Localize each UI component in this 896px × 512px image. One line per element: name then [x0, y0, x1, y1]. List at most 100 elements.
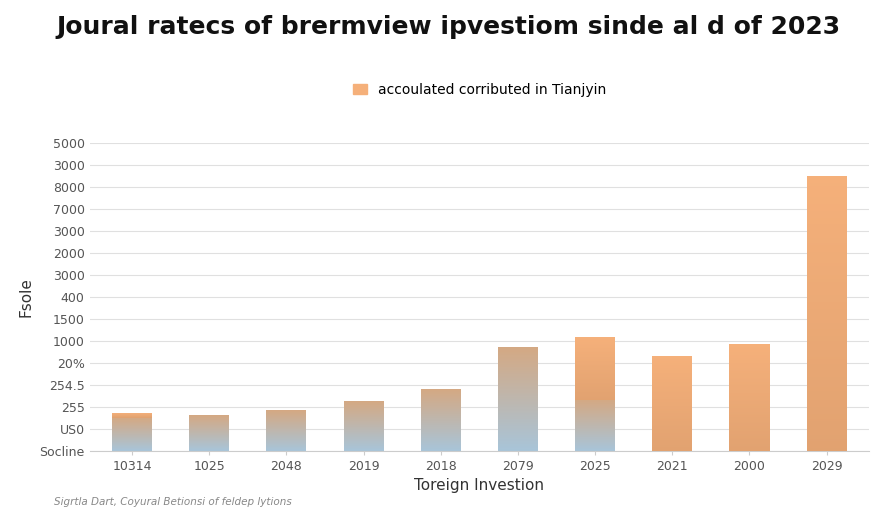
- Bar: [729, 426, 770, 428]
- Bar: [652, 403, 693, 404]
- Bar: [729, 396, 770, 397]
- Bar: [806, 368, 847, 371]
- Bar: [498, 424, 538, 425]
- Bar: [575, 354, 616, 355]
- Bar: [652, 381, 693, 382]
- Bar: [498, 416, 538, 417]
- Bar: [806, 325, 847, 327]
- Bar: [806, 357, 847, 359]
- Bar: [498, 421, 538, 422]
- Bar: [498, 449, 538, 450]
- Bar: [729, 371, 770, 372]
- Bar: [575, 342, 616, 343]
- Bar: [575, 359, 616, 360]
- Bar: [498, 414, 538, 415]
- Bar: [729, 441, 770, 442]
- Bar: [806, 421, 847, 423]
- Bar: [575, 360, 616, 361]
- Bar: [729, 369, 770, 370]
- Bar: [806, 446, 847, 449]
- Bar: [806, 425, 847, 428]
- Bar: [652, 433, 693, 434]
- Bar: [652, 391, 693, 392]
- Bar: [421, 420, 461, 421]
- Bar: [575, 388, 616, 389]
- Bar: [806, 307, 847, 309]
- Bar: [729, 401, 770, 402]
- Bar: [421, 389, 461, 390]
- Bar: [652, 357, 693, 358]
- Bar: [421, 413, 461, 414]
- Bar: [498, 443, 538, 444]
- Bar: [652, 425, 693, 426]
- Bar: [421, 416, 461, 417]
- Bar: [806, 288, 847, 291]
- Bar: [498, 425, 538, 426]
- Bar: [421, 391, 461, 392]
- Bar: [652, 380, 693, 381]
- Bar: [729, 417, 770, 418]
- Bar: [498, 407, 538, 408]
- Bar: [498, 431, 538, 432]
- Bar: [806, 185, 847, 188]
- Bar: [575, 396, 616, 397]
- Bar: [652, 374, 693, 375]
- Bar: [729, 357, 770, 358]
- Bar: [575, 347, 616, 348]
- Bar: [806, 371, 847, 373]
- Bar: [729, 383, 770, 384]
- Bar: [729, 435, 770, 436]
- Bar: [729, 347, 770, 348]
- Bar: [806, 309, 847, 311]
- Bar: [575, 377, 616, 378]
- Bar: [729, 345, 770, 346]
- Bar: [498, 394, 538, 395]
- Bar: [498, 369, 538, 370]
- Bar: [729, 356, 770, 357]
- Bar: [652, 450, 693, 451]
- Bar: [498, 379, 538, 380]
- Bar: [498, 350, 538, 351]
- Bar: [806, 377, 847, 380]
- Bar: [652, 415, 693, 416]
- Bar: [729, 359, 770, 360]
- Bar: [498, 354, 538, 355]
- Bar: [729, 430, 770, 431]
- Bar: [421, 439, 461, 440]
- Bar: [806, 279, 847, 282]
- Bar: [729, 404, 770, 406]
- Bar: [421, 417, 461, 418]
- Bar: [729, 411, 770, 412]
- Bar: [575, 386, 616, 387]
- Bar: [729, 446, 770, 447]
- Bar: [806, 316, 847, 318]
- Bar: [806, 389, 847, 391]
- Bar: [421, 430, 461, 431]
- Bar: [806, 423, 847, 425]
- Bar: [652, 358, 693, 359]
- Bar: [498, 404, 538, 406]
- Bar: [575, 367, 616, 368]
- Bar: [806, 323, 847, 325]
- Bar: [729, 412, 770, 413]
- Bar: [498, 444, 538, 445]
- Bar: [421, 394, 461, 395]
- Bar: [575, 378, 616, 379]
- Bar: [652, 424, 693, 425]
- Bar: [729, 351, 770, 352]
- Bar: [729, 382, 770, 383]
- Bar: [421, 435, 461, 436]
- Bar: [498, 429, 538, 430]
- Bar: [498, 361, 538, 362]
- Bar: [652, 394, 693, 395]
- Bar: [652, 445, 693, 446]
- Bar: [575, 387, 616, 388]
- Bar: [652, 361, 693, 362]
- Bar: [806, 441, 847, 444]
- Bar: [729, 360, 770, 361]
- Bar: [729, 402, 770, 403]
- Bar: [498, 370, 538, 371]
- Bar: [498, 401, 538, 402]
- Bar: [575, 346, 616, 347]
- Bar: [652, 392, 693, 393]
